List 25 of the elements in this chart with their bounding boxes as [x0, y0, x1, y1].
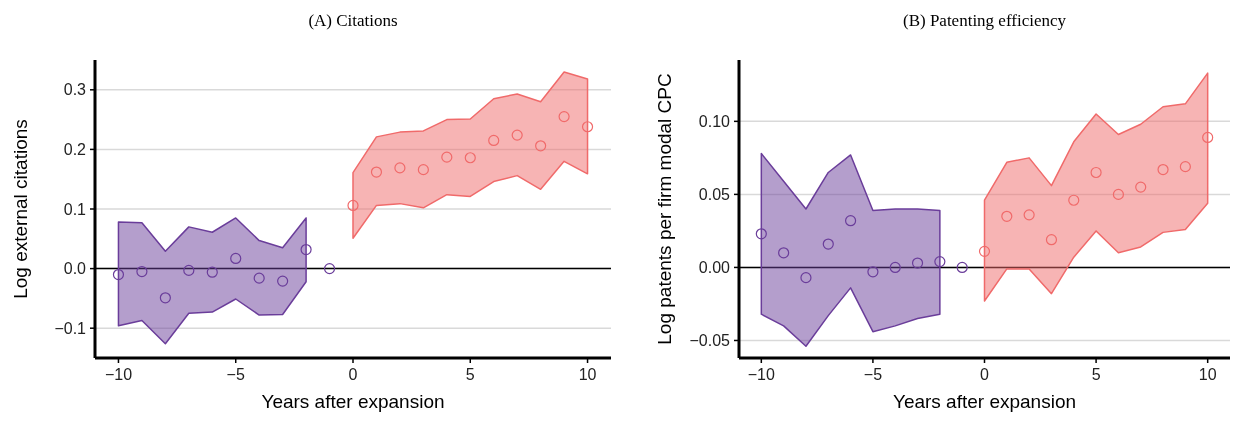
x-tick-label: −10	[747, 366, 775, 383]
x-tick-label: 0	[348, 366, 358, 383]
y-tick-label: 0.05	[698, 185, 731, 203]
x-axis-title: Years after expansion	[261, 391, 445, 412]
x-tick-label: −5	[226, 366, 245, 383]
y-tick-label: 0.3	[63, 81, 87, 99]
y-axis-title: Log patents per firm modal CPC	[654, 73, 675, 345]
x-axis-title: Years after expansion	[892, 391, 1077, 412]
x-tick-label: 10	[578, 366, 597, 383]
y-tick-label: 0.1	[63, 200, 87, 218]
y-axis-title: Log external citations	[10, 119, 31, 299]
x-tick-label: −10	[104, 366, 133, 383]
chart-title: (A) Citations	[308, 11, 398, 30]
y-tick-label: 0.10	[698, 112, 731, 130]
y-tick-label: 0.00	[698, 259, 731, 277]
x-tick-label: 0	[980, 366, 990, 383]
x-tick-label: 5	[465, 366, 475, 383]
y-tick-label: −0.05	[689, 332, 731, 350]
y-tick-label: −0.1	[54, 319, 87, 337]
y-tick-label: 0.2	[63, 141, 87, 158]
x-tick-label: −5	[863, 366, 883, 383]
chart-title: (B) Patenting efficiency	[902, 11, 1067, 30]
x-tick-label: 10	[1198, 366, 1217, 383]
y-tick-label: 0.0	[63, 260, 87, 278]
x-tick-label: 5	[1091, 366, 1101, 383]
